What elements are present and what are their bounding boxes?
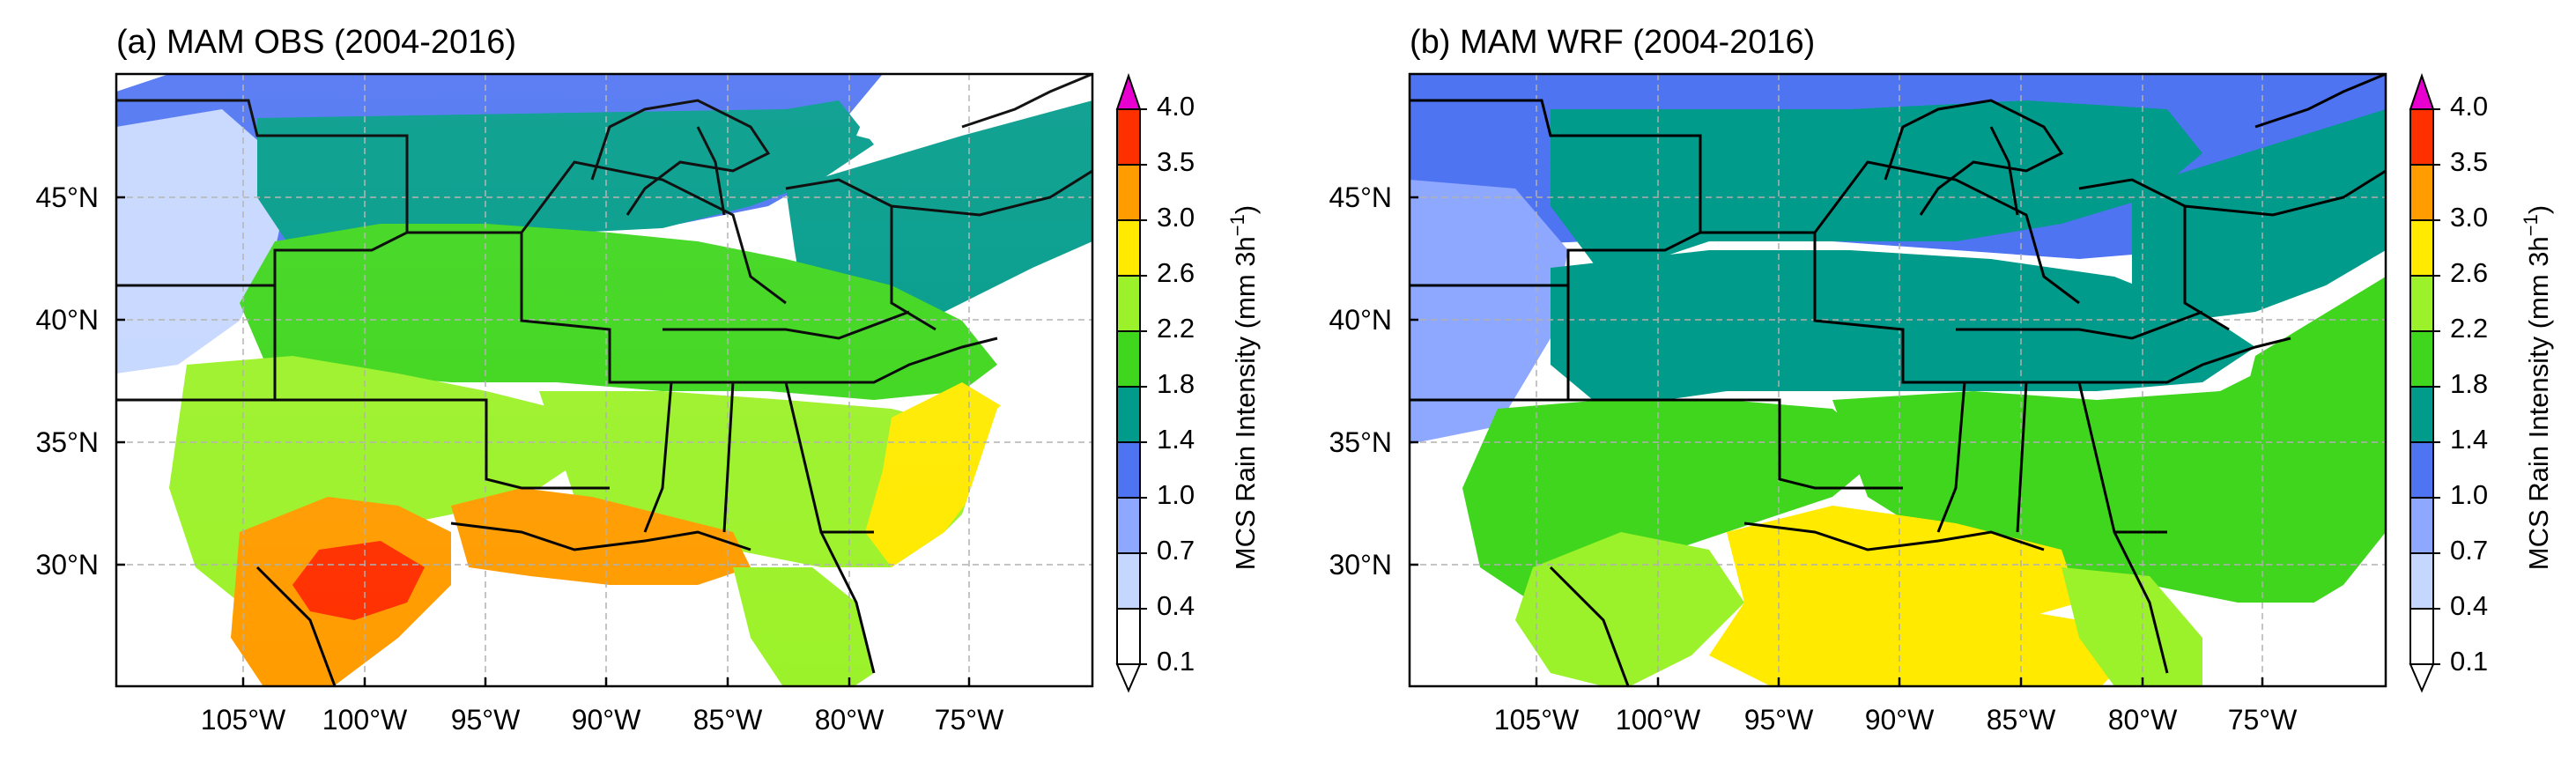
- colorbar-max-arrow: [2409, 72, 2435, 110]
- colorbar-level-label: 0.7: [2450, 535, 2488, 566]
- colorbar-level-label: 1.8: [1157, 368, 1195, 399]
- colorbar-bin: [2409, 275, 2434, 332]
- panel-a-xtick-label: 80°W: [815, 704, 885, 736]
- colorbar-max-arrow: [1115, 72, 1142, 110]
- panel-b-boundaries: [1410, 74, 2386, 686]
- colorbar-level-label: 0.7: [1157, 535, 1195, 566]
- panel-b-xtick-label: 85°W: [1987, 704, 2056, 736]
- colorbar-level-label: 0.4: [1157, 590, 1195, 621]
- panel-a-ytick-label: 45°N: [36, 181, 100, 213]
- colorbar-level-label: 1.0: [2450, 479, 2488, 510]
- colorbar-bin: [2409, 497, 2434, 554]
- colorbar-level-label: 4.0: [1157, 91, 1195, 122]
- colorbar-level-label: 0.1: [1157, 646, 1195, 677]
- colorbar-level-label: 1.4: [2450, 424, 2488, 455]
- colorbar-bin: [1116, 497, 1141, 554]
- panel-a-title: (a) MAM OBS (2004-2016): [116, 24, 516, 61]
- panel-a-colorbar: [1115, 72, 1147, 693]
- panel-b-xtick-label: 95°W: [1744, 704, 1814, 736]
- colorbar-bin: [2409, 108, 2434, 166]
- panel-b-tick-marks: [1410, 196, 2264, 686]
- panel-b-xtick-label: 75°W: [2228, 704, 2298, 736]
- colorbar-bin: [2409, 164, 2434, 221]
- colorbar-bin: [2409, 441, 2434, 499]
- panel-b-map: [1410, 74, 2386, 686]
- colorbar-level-label: 1.4: [1157, 424, 1195, 455]
- panel-b-colorbar-title: MCS Rain Intensity (mm 3h−1): [2520, 205, 2554, 570]
- panel-b-frame: [1408, 72, 2387, 688]
- panel-a-ytick-label: 30°N: [36, 549, 100, 581]
- colorbar-bin: [1116, 108, 1141, 166]
- panel-b-grid: [1410, 74, 2386, 686]
- panel-a-ytick-label: 35°N: [36, 426, 100, 458]
- colorbar-bin: [1116, 608, 1141, 665]
- panel-a-tick-marks: [116, 196, 971, 686]
- colorbar-bin: [1116, 275, 1141, 332]
- colorbar-level-label: 1.0: [1157, 479, 1195, 510]
- colorbar-bin: [2409, 552, 2434, 610]
- panel-a-map: [116, 74, 1092, 686]
- colorbar-level-label: 3.5: [1157, 146, 1195, 177]
- panel-a-xtick-label: 100°W: [322, 704, 408, 736]
- panel-b-xtick-label: 90°W: [1865, 704, 1935, 736]
- region-texas-gulf-coast: [1515, 532, 1744, 686]
- panel-a: (a) MAM OBS (2004-2016): [36, 24, 1262, 736]
- panel-a-frame: [115, 72, 1094, 688]
- colorbar-bin: [2409, 608, 2434, 665]
- region-florida: [2062, 567, 2202, 686]
- region-atlantic-offshore: [2238, 277, 2386, 514]
- colorbar-level-label: 2.2: [2450, 313, 2488, 344]
- panel-a-xtick-label: 90°W: [572, 704, 641, 736]
- colorbar-bin: [2409, 219, 2434, 277]
- colorbar-bin: [1116, 164, 1141, 221]
- panel-b-ytick-label: 40°N: [1329, 304, 1393, 336]
- colorbar-bin: [1116, 330, 1141, 388]
- colorbar-bin: [1116, 441, 1141, 499]
- panel-a-xtick-label: 75°W: [935, 704, 1004, 736]
- panel-a-colorbar-title: MCS Rain Intensity (mm 3h−1): [1226, 205, 1261, 570]
- panel-a-xtick-label: 95°W: [451, 704, 521, 736]
- colorbar-level-label: 1.8: [2450, 368, 2488, 399]
- region-gulf-of-mexico: [1709, 594, 2132, 686]
- panel-a-colorbar-labels: 4.0 3.5 3.0 2.6 2.2 1.8 1.4 1.0 0.7 0.4 …: [1157, 91, 1195, 677]
- colorbar-level-label: 4.0: [2450, 91, 2488, 122]
- colorbar-bin: [2409, 330, 2434, 388]
- colorbar-level-label: 0.4: [2450, 590, 2488, 621]
- panel-b-title: (b) MAM WRF (2004-2016): [1410, 24, 1815, 61]
- panel-b-xtick-label: 105°W: [1494, 704, 1580, 736]
- colorbar-min-arrow: [1115, 663, 1142, 693]
- colorbar-min-arrow: [2409, 663, 2435, 693]
- colorbar-level-label: 0.1: [2450, 646, 2488, 677]
- region-southeast: [1832, 294, 2386, 603]
- colorbar-bin: [1116, 552, 1141, 610]
- region-northeast: [2132, 109, 2386, 321]
- colorbar-level-label: 2.6: [1157, 257, 1195, 288]
- colorbar-level-label: 3.0: [1157, 202, 1195, 233]
- panel-b-colorbar: [2409, 72, 2440, 693]
- colorbar-level-label: 2.6: [2450, 257, 2488, 288]
- panel-b-colorbar-labels: 4.0 3.5 3.0 2.6 2.2 1.8 1.4 1.0 0.7 0.4 …: [2450, 91, 2488, 677]
- colorbar-bin: [1116, 219, 1141, 277]
- panel-a-x-ticks: 105°W 100°W 95°W 90°W 85°W 80°W 75°W: [201, 704, 1004, 736]
- region-northwest-high-plains: [1410, 180, 1568, 444]
- panel-b-x-ticks: 105°W 100°W 95°W 90°W 85°W 80°W 75°W: [1494, 704, 2298, 736]
- colorbar-level-label: 2.2: [1157, 313, 1195, 344]
- panel-b-xtick-label: 80°W: [2108, 704, 2178, 736]
- colorbar-bin: [1116, 386, 1141, 443]
- colorbar-level-label: 3.5: [2450, 146, 2488, 177]
- panel-a-y-ticks: 45°N 40°N 35°N 30°N: [36, 181, 100, 581]
- colorbar-level-label: 3.0: [2450, 202, 2488, 233]
- panel-a-xtick-label: 105°W: [201, 704, 286, 736]
- panel-b-ytick-label: 45°N: [1329, 181, 1393, 213]
- panel-a-xtick-label: 85°W: [693, 704, 763, 736]
- panel-a-ytick-label: 40°N: [36, 304, 100, 336]
- panel-b-ytick-label: 35°N: [1329, 426, 1393, 458]
- panel-b-ytick-label: 30°N: [1329, 549, 1393, 581]
- panel-b: (b) MAM WRF (2004-2016): [1329, 24, 2555, 736]
- panel-b-xtick-label: 100°W: [1616, 704, 1701, 736]
- panel-b-y-ticks: 45°N 40°N 35°N 30°N: [1329, 181, 1393, 581]
- colorbar-bin: [2409, 386, 2434, 443]
